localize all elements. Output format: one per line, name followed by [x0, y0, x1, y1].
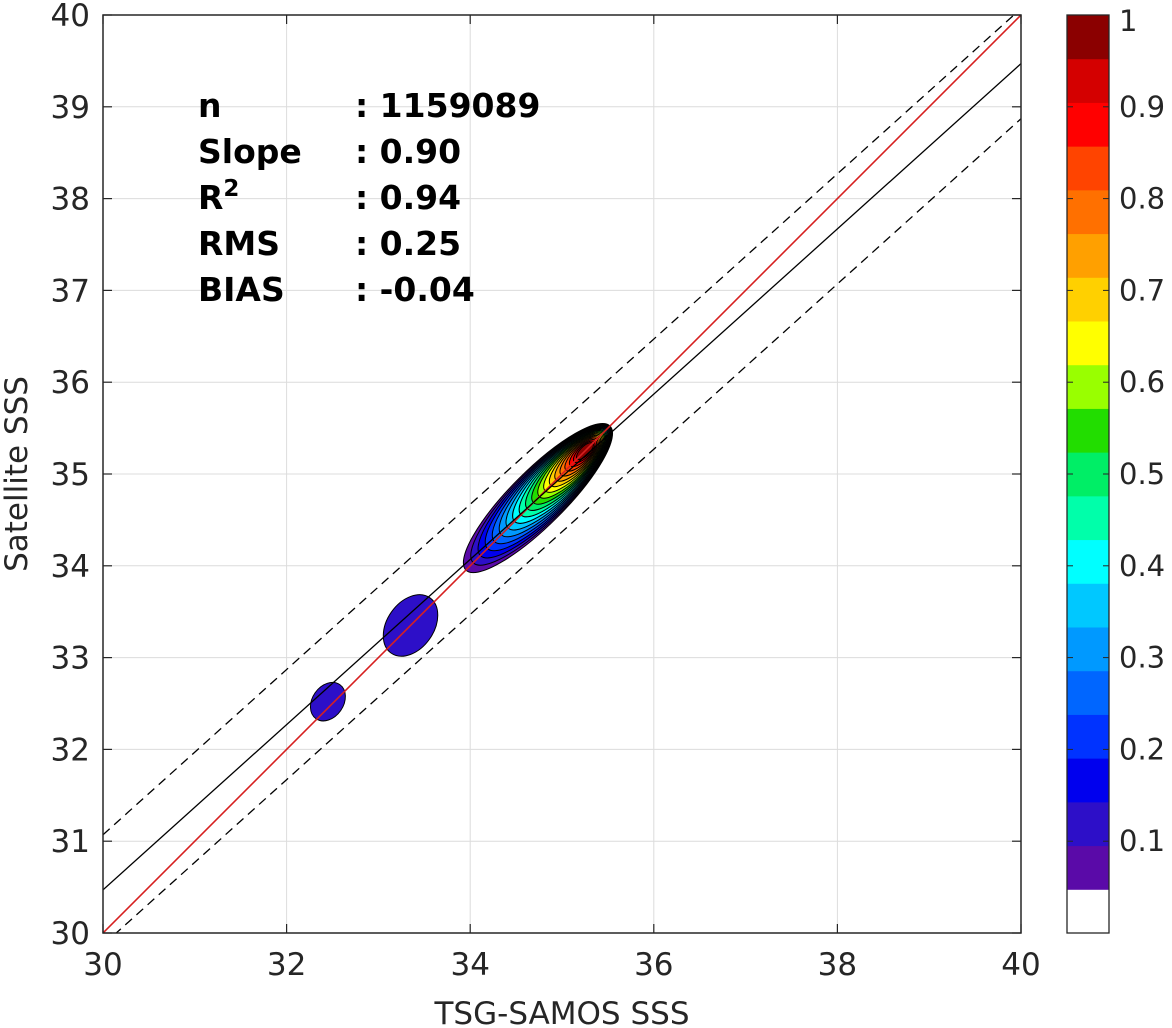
y-tick-label: 32 — [51, 732, 90, 768]
stat-value: : 0.90 — [355, 132, 461, 171]
colorbar-swatch — [1067, 539, 1109, 584]
x-tick-labels: 30 32 34 36 38 40 — [83, 947, 1040, 983]
colorbar-swatch — [1067, 627, 1109, 672]
colorbar-swatch — [1067, 233, 1109, 278]
stat-value: : 0.94 — [355, 178, 461, 217]
axis-ticks — [102, 14, 1022, 934]
colorbar-swatch — [1067, 321, 1109, 366]
stat-label: BIAS — [198, 270, 285, 309]
colorbar-swatch — [1067, 583, 1109, 628]
colorbar-swatch — [1067, 189, 1109, 235]
y-tick-label: 31 — [51, 824, 90, 860]
x-tick-label: 38 — [818, 947, 857, 983]
y-tick-label: 37 — [51, 273, 90, 309]
x-tick-label: 36 — [634, 947, 673, 983]
y-tick-label: 39 — [51, 90, 90, 126]
colorbar-swatch — [1067, 15, 1109, 60]
y-tick-label: 34 — [51, 549, 90, 585]
colorbar-swatch — [1067, 277, 1109, 322]
stat-value: : 0.25 — [355, 224, 461, 263]
y-tick-label: 36 — [51, 365, 90, 401]
colorbar-swatch — [1067, 845, 1109, 890]
y-tick-labels: 30 31 32 33 34 35 36 37 38 39 40 — [51, 0, 90, 952]
y-tick-label: 30 — [51, 916, 90, 952]
colorbar-swatch — [1067, 452, 1109, 497]
colorbar-tick-label: 0.4 — [1119, 549, 1165, 583]
reference-line-regression — [103, 63, 1021, 891]
colorbar-tick-label: 0.8 — [1119, 182, 1165, 216]
colorbar-tick-label: 1 — [1119, 4, 1137, 38]
colorbar-tick-label: 0.7 — [1119, 273, 1165, 307]
colorbar-swatch — [1067, 364, 1109, 409]
x-tick-label: 30 — [83, 947, 122, 983]
stat-label: Slope — [198, 132, 302, 171]
colorbar-swatch — [1067, 801, 1109, 847]
grid-lines — [102, 14, 1022, 934]
reference-line-one-to-one — [103, 15, 1021, 933]
colorbar-tick-label: 0.9 — [1119, 90, 1165, 124]
reference-lines — [103, 15, 1021, 933]
x-tick-label: 34 — [450, 947, 489, 983]
reference-line-upper-bound — [103, 15, 1015, 836]
colorbar-swatch — [1067, 102, 1109, 147]
x-tick-label: 40 — [1001, 947, 1040, 983]
y-tick-label: 40 — [51, 0, 90, 34]
colorbar-tick-label: 0.5 — [1119, 457, 1165, 491]
stat-value: : -0.04 — [355, 270, 475, 309]
colorbar-swatch — [1067, 889, 1109, 934]
colorbar-tick-label: 0.6 — [1119, 365, 1165, 399]
y-axis-label: Satellite SSS — [0, 376, 35, 572]
x-axis-label: TSG-SAMOS SSS — [434, 996, 690, 1028]
colorbar-swatch — [1067, 58, 1109, 103]
y-tick-label: 35 — [51, 457, 90, 493]
stat-label: RMS — [198, 224, 280, 263]
stat-label: n — [198, 86, 222, 125]
colorbar-swatch — [1067, 495, 1109, 541]
colorbar-swatch — [1067, 670, 1109, 715]
colorbar-swatch — [1067, 758, 1109, 803]
y-tick-label: 33 — [51, 641, 90, 677]
density-blob — [309, 681, 346, 722]
reference-line-lower-bound — [115, 118, 1021, 933]
colorbar-tick-label: 0.2 — [1119, 732, 1165, 766]
colorbar-swatch — [1067, 714, 1109, 759]
colorbar-tick-label: 0.3 — [1119, 641, 1165, 675]
stat-value: : 1159089 — [355, 86, 540, 125]
colorbar-tick-label: 0.1 — [1119, 824, 1165, 858]
colorbar-swatch — [1067, 408, 1109, 453]
colorbar: 0.1 0.2 0.3 0.4 0.5 0.6 0.7 0.8 0.9 1 — [1066, 4, 1165, 934]
y-tick-label: 38 — [51, 182, 90, 218]
colorbar-swatch — [1067, 146, 1109, 191]
x-tick-label: 32 — [267, 947, 306, 983]
